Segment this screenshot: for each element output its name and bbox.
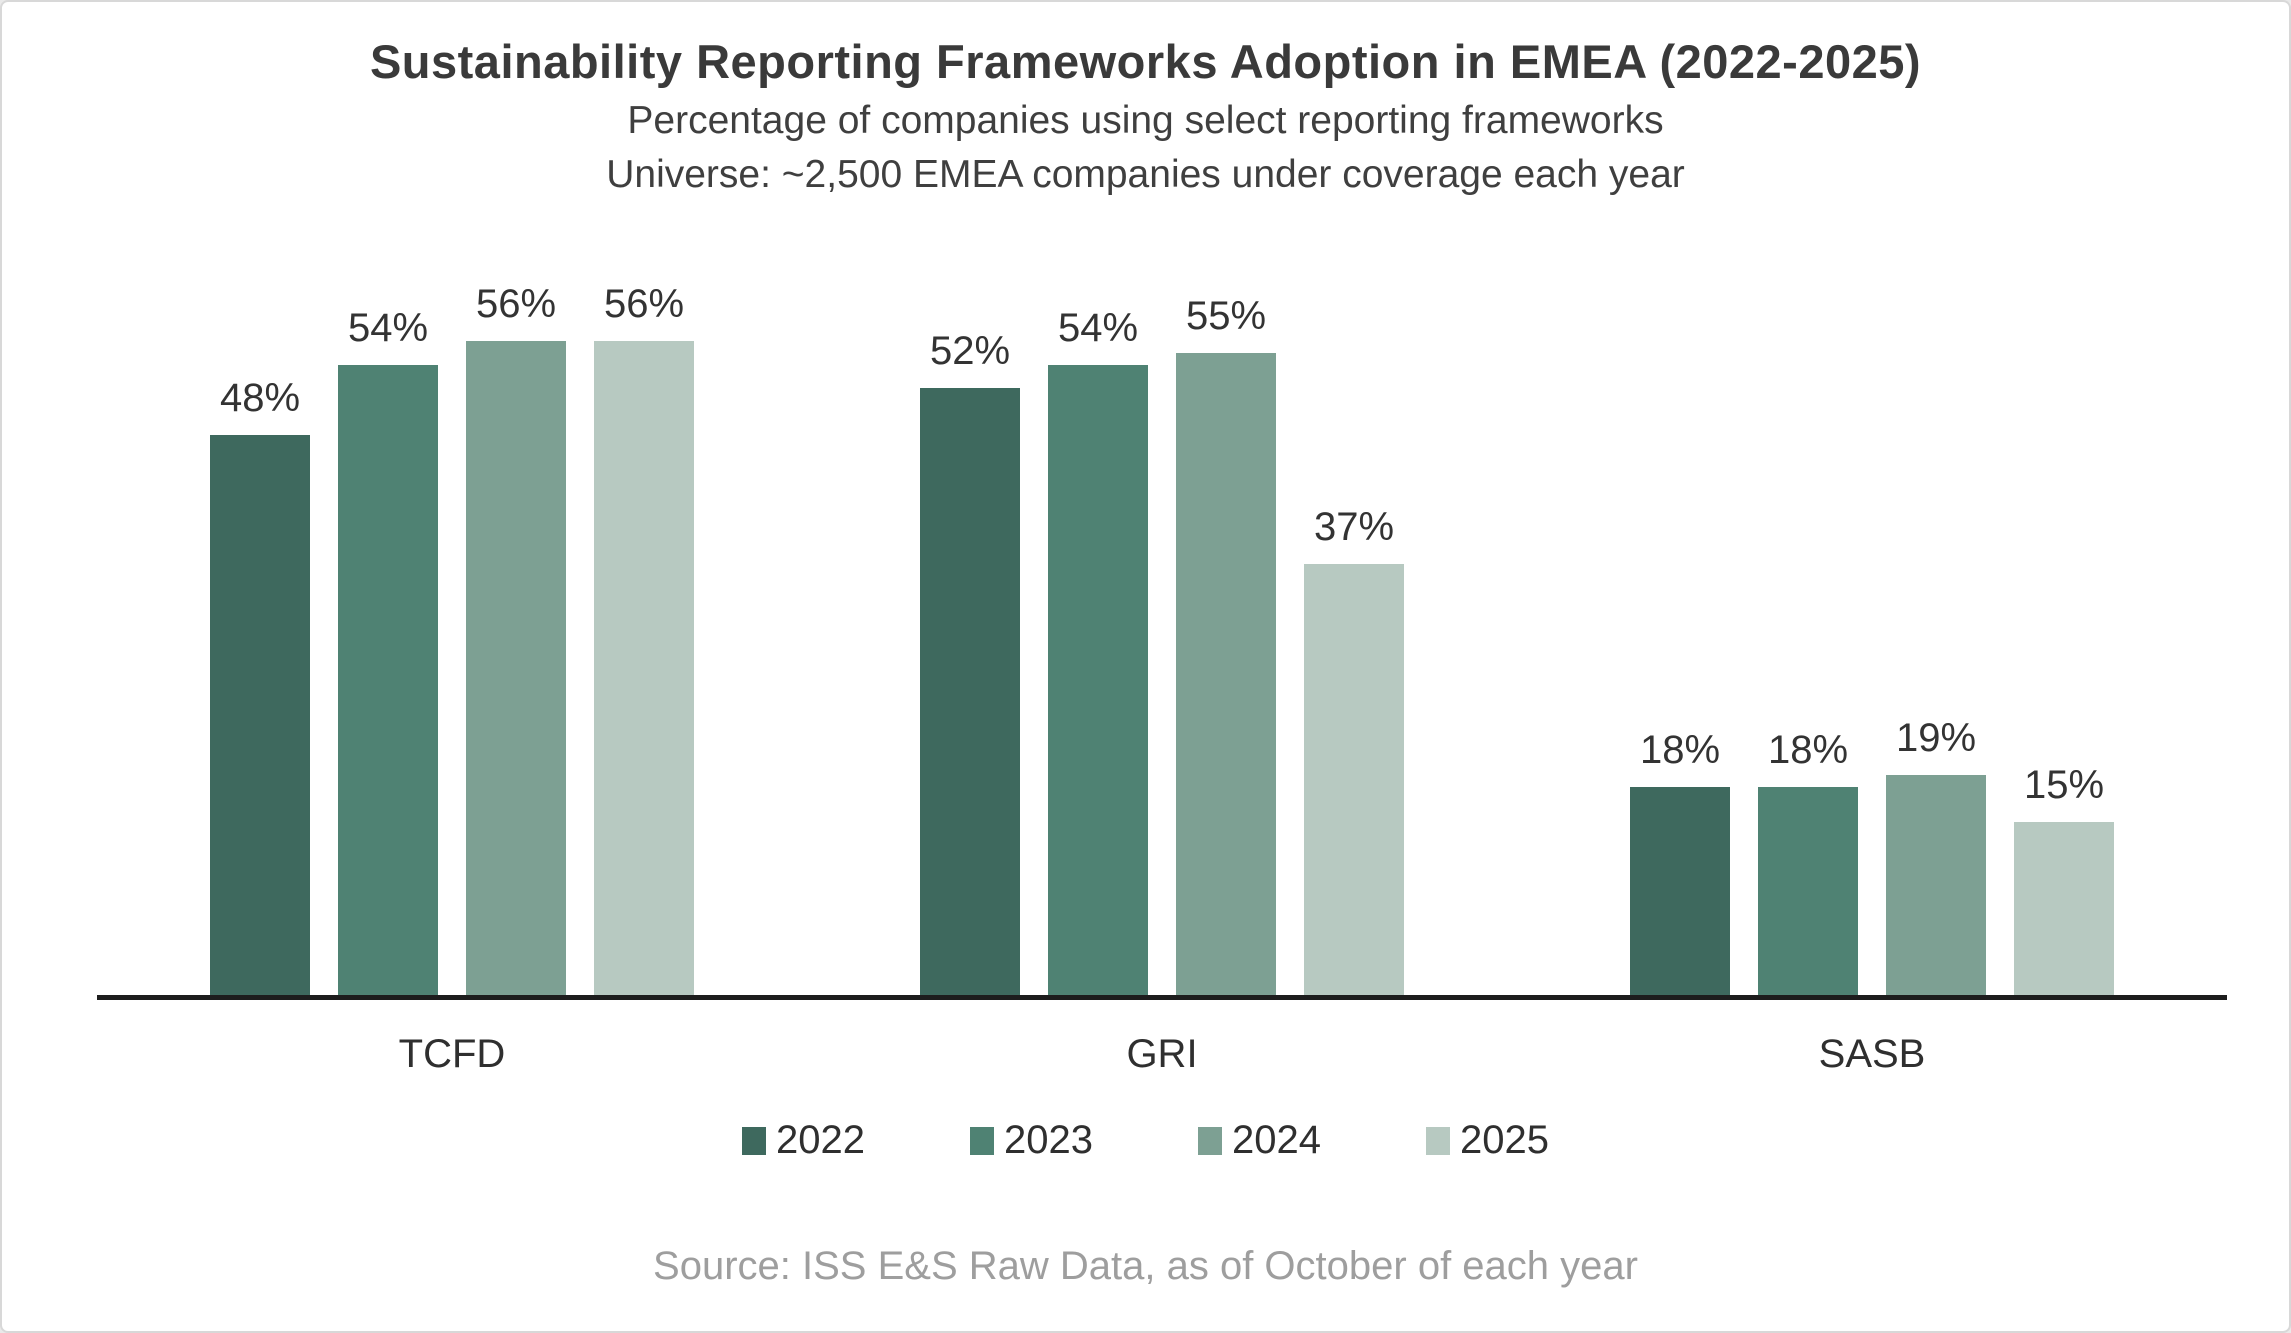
source-text: Source: ISS E&S Raw Data, as of October … <box>653 1244 1638 1288</box>
bar-sasb-2025 <box>2014 822 2114 998</box>
bar-value-label: 48% <box>219 375 301 420</box>
bar-group-sasb: 18% 18% 19% 15% <box>1517 212 2227 998</box>
legend-label: 2023 <box>1004 1118 1093 1162</box>
chart-universe-note: Universe: ~2,500 EMEA companies under co… <box>606 153 1685 196</box>
legend-swatch-icon <box>1425 1126 1450 1155</box>
bar-with-label: 37% <box>1304 505 1404 998</box>
chart-title: Sustainability Reporting Frameworks Adop… <box>369 35 1922 88</box>
bar-value-label: 56% <box>475 282 557 327</box>
bar-value-label: 19% <box>1895 716 1977 761</box>
legend-label: 2025 <box>1459 1118 1549 1162</box>
bar-value-label: 55% <box>1185 293 1267 338</box>
plot-area: 48% 54% 56% 56% 52% 54% 55% 37% 18% 18% 19% 15% <box>97 212 2227 998</box>
bar-value-label: 56% <box>603 282 685 327</box>
bar-value-label: 37% <box>1313 505 1395 549</box>
bar-sasb-2024 <box>1886 775 1986 998</box>
category-label-gri: GRI <box>1126 1032 1198 1076</box>
bar-gri-2023 <box>1048 364 1148 998</box>
bar-gri-2025 <box>1304 564 1404 998</box>
bar-with-label: 15% <box>2014 763 2114 998</box>
bar-with-label: 56% <box>466 282 566 998</box>
bar-value-label: 15% <box>2023 763 2105 808</box>
legend-swatch-icon <box>742 1126 767 1155</box>
legend-item-2025: 2025 <box>1425 1118 1549 1163</box>
legend-item-2023: 2023 <box>970 1118 1093 1163</box>
legend-label: 2024 <box>1232 1118 1321 1162</box>
chart-subtitle: Percentage of companies using select rep… <box>627 99 1664 142</box>
bar-with-label: 18% <box>1630 728 1730 998</box>
category-label-sasb: SASB <box>1818 1032 1926 1076</box>
bar-with-label: 55% <box>1176 294 1276 998</box>
bar-gri-2024 <box>1176 352 1276 998</box>
bar-with-label: 54% <box>1048 306 1148 998</box>
chart-header: Sustainability Reporting Frameworks Adop… <box>2 34 2289 197</box>
bar-sasb-2023 <box>1758 786 1858 998</box>
bar-with-label: 18% <box>1758 728 1858 998</box>
legend-item-2022: 2022 <box>742 1118 865 1163</box>
bar-gri-2022 <box>920 388 1020 998</box>
bar-tcfd-2024 <box>466 341 566 998</box>
x-axis-line <box>97 995 2227 1000</box>
bar-value-label: 54% <box>1057 305 1139 350</box>
legend-label: 2022 <box>776 1118 866 1162</box>
bar-value-label: 54% <box>347 305 429 350</box>
bar-value-label: 18% <box>1639 727 1721 772</box>
bar-with-label: 19% <box>1886 716 1986 998</box>
bar-value-label: 52% <box>929 329 1011 374</box>
legend: 2022 2023 2024 2025 <box>2 1118 2289 1163</box>
legend-swatch-icon <box>970 1126 995 1155</box>
bar-group-tcfd: 48% 54% 56% 56% <box>97 212 807 998</box>
bar-tcfd-2025 <box>594 341 694 998</box>
bar-group-gri: 52% 54% 55% 37% <box>807 212 1517 998</box>
legend-item-2024: 2024 <box>1198 1118 1321 1163</box>
bar-sasb-2022 <box>1630 786 1730 998</box>
bar-with-label: 48% <box>210 376 310 998</box>
bar-with-label: 54% <box>338 306 438 998</box>
legend-swatch-icon <box>1198 1126 1222 1155</box>
bar-tcfd-2023 <box>338 364 438 998</box>
bar-tcfd-2022 <box>210 434 310 998</box>
bar-value-label: 18% <box>1767 727 1849 772</box>
category-label-tcfd: TCFD <box>398 1032 506 1076</box>
bar-with-label: 52% <box>920 329 1020 998</box>
category-axis-labels: TCFD GRI SASB <box>97 1032 2227 1077</box>
bar-with-label: 56% <box>594 282 694 998</box>
